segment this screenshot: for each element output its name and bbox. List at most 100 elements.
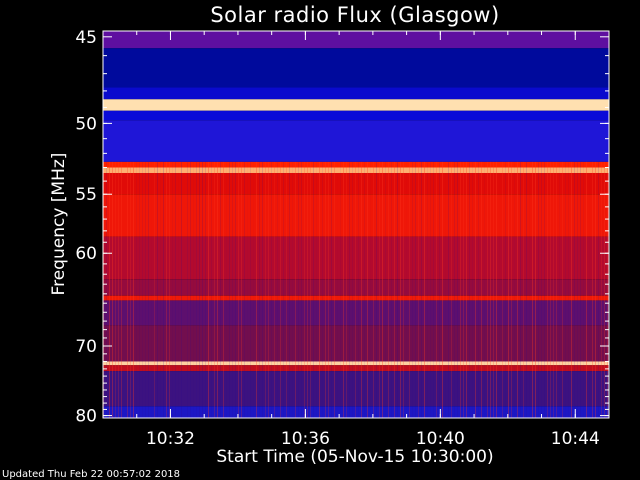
streak (511, 161, 512, 418)
streak (385, 161, 386, 418)
streak (421, 161, 422, 418)
y-tick-label: 50 (75, 114, 97, 134)
streak (292, 162, 293, 418)
streak (382, 161, 383, 418)
streak (553, 161, 554, 418)
frequency-band-13 (103, 300, 609, 326)
streak (463, 161, 464, 418)
streak (115, 161, 116, 418)
streak (574, 161, 575, 418)
streak (268, 161, 269, 418)
streak (472, 161, 473, 418)
streak (208, 161, 209, 418)
streak (211, 161, 212, 418)
streak (244, 161, 245, 418)
streak (562, 161, 563, 418)
frequency-band-5 (103, 120, 609, 162)
streak (430, 161, 431, 418)
y-tick-label: 80 (75, 407, 97, 427)
streak (250, 161, 251, 418)
streak (541, 161, 542, 418)
streak (415, 161, 416, 418)
streak (289, 161, 290, 418)
streak (604, 161, 605, 418)
frequency-band-2 (103, 87, 609, 100)
streak (502, 161, 503, 418)
streak (265, 161, 266, 418)
streak (322, 161, 323, 418)
frequency-band-10 (103, 236, 609, 280)
streak (301, 161, 302, 418)
streak (583, 161, 584, 418)
streak (478, 161, 479, 418)
updated-timestamp: Updated Thu Feb 22 00:57:02 2018 (2, 469, 180, 480)
streak (187, 161, 188, 418)
streak (523, 161, 524, 418)
streak (448, 161, 449, 418)
streak (484, 162, 485, 418)
streak (310, 161, 311, 418)
axes: 10:32 10:36 10:40 10:44 45 50 55 60 70 80 (75, 28, 610, 449)
streak (391, 161, 392, 418)
streak (349, 161, 350, 418)
y-tick-label: 55 (75, 185, 97, 205)
streak (505, 161, 506, 418)
x-tick-label: 10:36 (281, 429, 330, 449)
streak (565, 161, 566, 418)
y-tick-label: 60 (75, 244, 97, 264)
streak (388, 161, 389, 418)
streak (274, 161, 275, 418)
frequency-band-14 (103, 325, 609, 362)
streak (136, 161, 137, 418)
streak (532, 161, 533, 418)
streak (145, 161, 146, 418)
frequency-band-12 (103, 295, 609, 301)
streak (340, 161, 341, 418)
streak (406, 162, 407, 418)
streak (196, 161, 197, 418)
streak (163, 161, 164, 418)
streak (589, 162, 590, 418)
streak (121, 161, 122, 418)
y-tick-label: 45 (75, 28, 97, 48)
streak (517, 161, 518, 418)
streak (577, 161, 578, 418)
streak (241, 161, 242, 418)
streak (379, 161, 380, 418)
streak (481, 161, 482, 418)
streak (169, 161, 170, 418)
streak (595, 161, 596, 418)
streak (433, 161, 434, 418)
streak (298, 161, 299, 418)
streak (307, 161, 308, 418)
streak (142, 161, 143, 418)
streak (514, 162, 515, 418)
streak (439, 161, 440, 418)
streak (403, 161, 404, 418)
streak (364, 161, 365, 418)
streak (232, 161, 233, 418)
streak (133, 161, 134, 418)
streak (154, 161, 155, 418)
streak (175, 161, 176, 418)
streak (112, 161, 113, 418)
frequency-band-0 (103, 31, 609, 49)
streak (556, 161, 557, 418)
streak (226, 162, 227, 418)
frequency-band-11 (103, 279, 609, 296)
streak (529, 162, 530, 418)
frequency-band-17 (103, 371, 609, 407)
streak (457, 161, 458, 418)
streak (370, 162, 371, 418)
streak (547, 161, 548, 418)
streak (358, 161, 359, 418)
streak (328, 161, 329, 418)
streak (223, 161, 224, 418)
streak (178, 162, 179, 418)
streak (412, 161, 413, 418)
streak (286, 161, 287, 418)
streak (355, 161, 356, 418)
streak (238, 161, 239, 418)
streak (538, 161, 539, 418)
streak (592, 161, 593, 418)
